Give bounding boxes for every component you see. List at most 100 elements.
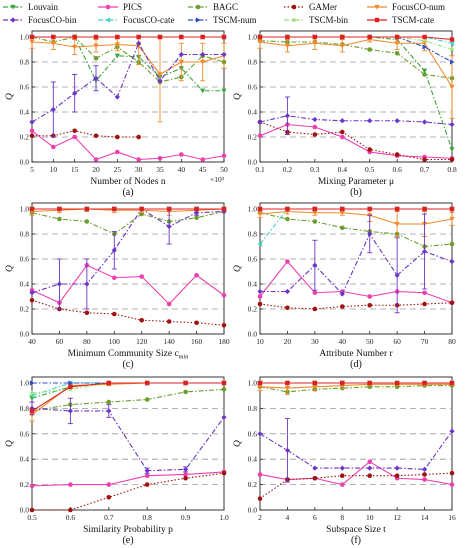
series-line [259,461,453,486]
x-tick-label: 180 [218,337,230,346]
data-point [115,149,120,155]
data-point [422,290,427,296]
series-line [259,383,452,389]
data-point [312,384,318,390]
data-point [394,473,400,479]
y-tick-label: 0.6 [248,83,258,92]
data-point [157,155,163,161]
data-point [157,34,163,40]
data-point [394,380,400,386]
data-point [312,262,318,268]
series-line [259,115,453,126]
data-point [339,134,345,140]
data-point [72,90,78,96]
data-point [340,380,345,386]
data-point [29,483,35,489]
data-point [421,68,428,74]
data-point [449,470,455,476]
plot-frame [259,202,453,335]
data-point [257,380,263,386]
x-tick-label: 12 [393,513,401,522]
data-point [284,386,291,391]
data-point [93,75,99,81]
data-point [57,206,62,212]
data-point [340,34,345,40]
x-axis-label-subscript: min [179,354,189,361]
data-point [339,482,345,487]
data-point [312,41,318,46]
legend-marker-bagc [195,4,201,10]
data-point [312,475,318,481]
data-point [449,300,455,306]
data-point [136,157,141,162]
data-point [221,88,227,94]
data-point [422,157,427,162]
data-point [139,206,144,212]
x-tick-label: 0.8 [447,165,457,174]
legend-item-bagc: BAGC [188,2,238,12]
x-tick-label: 10 [256,337,264,346]
x-tick-label: 50 [366,337,374,346]
data-point [178,59,184,65]
data-point [115,134,120,140]
data-point [284,447,291,453]
data-point [285,380,290,386]
data-point [221,380,227,386]
data-point [422,72,427,77]
data-point [257,133,263,139]
data-point [136,134,141,140]
x-axis-label: Similarity Probability p [83,525,173,535]
panel-label: (e) [122,535,133,546]
y-tick-label: 0.2 [20,480,30,489]
data-point [221,51,227,58]
series-gamer [257,470,455,501]
y-tick-label: 0.4 [248,280,258,289]
data-point [221,292,227,298]
data-point [257,431,263,437]
data-point [114,53,120,59]
legend-item-gamer: GAMer [284,2,337,12]
data-point [200,51,206,58]
data-point [194,206,199,212]
series-line [31,382,224,412]
data-point [257,288,263,295]
x-axis-label-text: Number of Nodes n [90,176,165,187]
data-point [111,275,117,281]
series-line [32,472,225,511]
x-tick-label: 4 [286,513,290,522]
data-point [29,507,35,513]
series-line [260,36,453,41]
y-tick-label: 1.0 [248,33,258,42]
data-point [421,37,428,44]
y-tick-label: 1.0 [20,205,30,214]
data-point [367,294,373,299]
x-axis-label: Subspace Size t [326,525,386,535]
series-group [29,380,227,513]
data-point [367,380,372,386]
y-tick-label: 0.4 [20,280,30,289]
data-point [421,119,428,125]
y-tick-label: 0.8 [248,404,258,413]
y-tick-label: 0.0 [20,158,30,167]
series-line [31,36,225,83]
data-point [72,44,78,50]
legend-label: FocusCO-cate [123,15,175,25]
x-tick-label: 0.2 [283,165,293,174]
data-point [312,219,318,224]
data-point [284,113,291,119]
data-point [106,495,112,500]
data-point [29,408,35,414]
data-point [72,128,77,134]
x-tick-label: 100 [109,337,121,346]
x-tick-label: 0.6 [392,165,402,174]
data-point [183,380,188,386]
x-tick-label: 0.7 [104,513,114,522]
data-point [257,496,263,501]
series-line [259,38,453,88]
x-axis-label-text: Mixing Parameter μ [318,177,394,187]
data-point [67,386,74,392]
x-tick-label: 25 [114,165,122,174]
data-point [394,118,400,124]
x-tick-label: 80 [83,337,91,346]
